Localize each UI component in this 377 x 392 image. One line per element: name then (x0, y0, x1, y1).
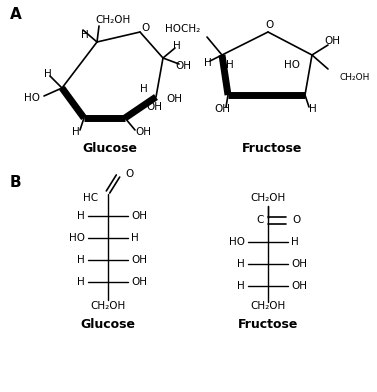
Text: OH: OH (135, 127, 151, 137)
Text: H: H (140, 84, 148, 94)
Text: B: B (10, 174, 21, 189)
Text: H: H (226, 60, 234, 70)
Text: C: C (257, 215, 264, 225)
Text: H: H (131, 233, 139, 243)
Text: Glucose: Glucose (83, 142, 138, 154)
Text: H: H (77, 211, 85, 221)
Text: H: H (81, 30, 89, 40)
Text: OH: OH (131, 255, 147, 265)
Text: O: O (266, 20, 274, 30)
Text: O: O (142, 23, 150, 33)
Text: H: H (72, 127, 80, 137)
Text: H: H (77, 255, 85, 265)
Text: CH₂OH: CH₂OH (250, 193, 286, 203)
Text: OH: OH (291, 259, 307, 269)
Text: HO: HO (284, 60, 300, 70)
Text: OH: OH (175, 61, 191, 71)
Text: CH₂OH: CH₂OH (90, 301, 126, 311)
Text: H: H (309, 104, 317, 114)
Text: CH₂OH: CH₂OH (95, 15, 130, 25)
Text: OH: OH (146, 102, 162, 112)
Text: H: H (173, 41, 181, 51)
Text: HC: HC (83, 193, 98, 203)
Text: O: O (292, 215, 300, 225)
Text: OH: OH (166, 94, 182, 104)
Text: O: O (126, 169, 134, 179)
Text: H: H (237, 281, 245, 291)
Text: H: H (44, 69, 52, 79)
Text: OH: OH (324, 36, 340, 46)
Text: HO: HO (229, 237, 245, 247)
Text: CH₂OH: CH₂OH (340, 73, 370, 82)
Text: OH: OH (214, 104, 230, 114)
Text: H: H (291, 237, 299, 247)
Text: H: H (77, 277, 85, 287)
Text: Fructose: Fructose (242, 142, 302, 154)
Text: HOCH₂: HOCH₂ (165, 24, 200, 34)
Text: H: H (237, 259, 245, 269)
Text: OH: OH (131, 211, 147, 221)
Text: OH: OH (291, 281, 307, 291)
Text: HO: HO (24, 93, 40, 103)
Text: A: A (10, 7, 22, 22)
Text: OH: OH (131, 277, 147, 287)
Text: H: H (204, 58, 212, 68)
Text: Fructose: Fructose (238, 318, 298, 330)
Text: Glucose: Glucose (81, 318, 135, 330)
Text: CH₂OH: CH₂OH (250, 301, 286, 311)
Text: HO: HO (69, 233, 85, 243)
